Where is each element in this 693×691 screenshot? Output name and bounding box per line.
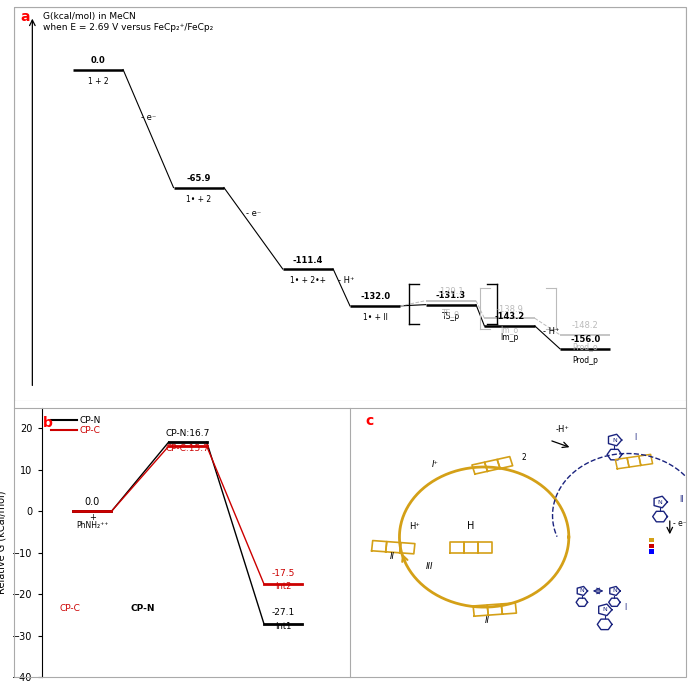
Text: Prod_p: Prod_p bbox=[572, 356, 598, 365]
Text: CP-C:15.7: CP-C:15.7 bbox=[166, 444, 209, 453]
Text: -H⁺: -H⁺ bbox=[555, 425, 569, 434]
Text: I: I bbox=[624, 603, 626, 612]
Text: a: a bbox=[21, 10, 30, 24]
Text: 0.0: 0.0 bbox=[91, 56, 105, 65]
Text: when E = 2.69 V versus FeCp₂⁺/FeCp₂: when E = 2.69 V versus FeCp₂⁺/FeCp₂ bbox=[43, 23, 213, 32]
Text: CP-N: CP-N bbox=[80, 415, 101, 425]
Text: Im_o: Im_o bbox=[500, 325, 518, 334]
Text: 1• + 2•+: 1• + 2•+ bbox=[290, 276, 326, 285]
Text: N: N bbox=[612, 437, 617, 442]
Text: H⁺: H⁺ bbox=[409, 522, 420, 531]
Text: Int1: Int1 bbox=[275, 622, 291, 631]
Text: N: N bbox=[602, 607, 607, 612]
Text: -17.5: -17.5 bbox=[271, 569, 295, 578]
Bar bbox=[649, 549, 654, 554]
Text: Im_p: Im_p bbox=[500, 333, 519, 342]
Text: 1 + 2: 1 + 2 bbox=[87, 77, 108, 86]
Text: CP-N:16.7: CP-N:16.7 bbox=[166, 429, 210, 438]
Text: -132.0: -132.0 bbox=[360, 292, 390, 301]
Text: - e⁻: - e⁻ bbox=[673, 519, 687, 528]
Text: -131.3: -131.3 bbox=[436, 291, 466, 300]
Text: - H⁺: - H⁺ bbox=[543, 327, 560, 336]
Text: 1• + II: 1• + II bbox=[362, 313, 387, 322]
Text: -27.1: -27.1 bbox=[272, 608, 295, 617]
Text: Int2: Int2 bbox=[275, 583, 291, 591]
Text: H: H bbox=[467, 521, 475, 531]
Text: - e⁻: - e⁻ bbox=[141, 113, 156, 122]
Bar bbox=[649, 538, 654, 542]
Text: III: III bbox=[426, 562, 433, 571]
Text: I: I bbox=[634, 433, 636, 442]
Text: -143.2: -143.2 bbox=[495, 312, 525, 321]
Text: 2: 2 bbox=[522, 453, 527, 462]
Text: - H⁺: - H⁺ bbox=[337, 276, 354, 285]
Text: CP-N: CP-N bbox=[131, 604, 155, 613]
Text: I⁺: I⁺ bbox=[432, 460, 439, 469]
Text: 0.0: 0.0 bbox=[85, 497, 100, 507]
Text: -111.4: -111.4 bbox=[292, 256, 323, 265]
Text: - e⁻: - e⁻ bbox=[246, 209, 261, 218]
Text: PhNH₂⁺⁺: PhNH₂⁺⁺ bbox=[76, 521, 109, 530]
Text: -129.1: -129.1 bbox=[437, 287, 464, 296]
Text: TS_o: TS_o bbox=[442, 308, 459, 317]
Text: -138.9: -138.9 bbox=[496, 305, 523, 314]
Text: II: II bbox=[680, 495, 684, 504]
Text: N: N bbox=[612, 589, 617, 594]
Text: G(kcal/mol) in MeCN: G(kcal/mol) in MeCN bbox=[43, 12, 136, 21]
Y-axis label: Relative G (kCal/mol): Relative G (kCal/mol) bbox=[0, 491, 6, 594]
Text: c: c bbox=[365, 415, 374, 428]
Text: +: + bbox=[89, 513, 96, 522]
Text: N: N bbox=[658, 500, 663, 504]
Text: 1• + 2: 1• + 2 bbox=[186, 195, 211, 204]
Text: II: II bbox=[390, 552, 395, 561]
Text: -156.0: -156.0 bbox=[570, 335, 600, 344]
Text: CP-C: CP-C bbox=[60, 604, 80, 613]
Text: II: II bbox=[485, 616, 490, 625]
Text: b: b bbox=[43, 416, 53, 430]
Text: TS_p: TS_p bbox=[441, 312, 460, 321]
Text: N: N bbox=[579, 589, 584, 594]
Text: -65.9: -65.9 bbox=[186, 174, 211, 183]
Text: Prod_o: Prod_o bbox=[572, 342, 598, 351]
Bar bbox=[649, 544, 654, 549]
Text: CP-C: CP-C bbox=[80, 426, 100, 435]
Text: -148.2: -148.2 bbox=[572, 321, 599, 330]
